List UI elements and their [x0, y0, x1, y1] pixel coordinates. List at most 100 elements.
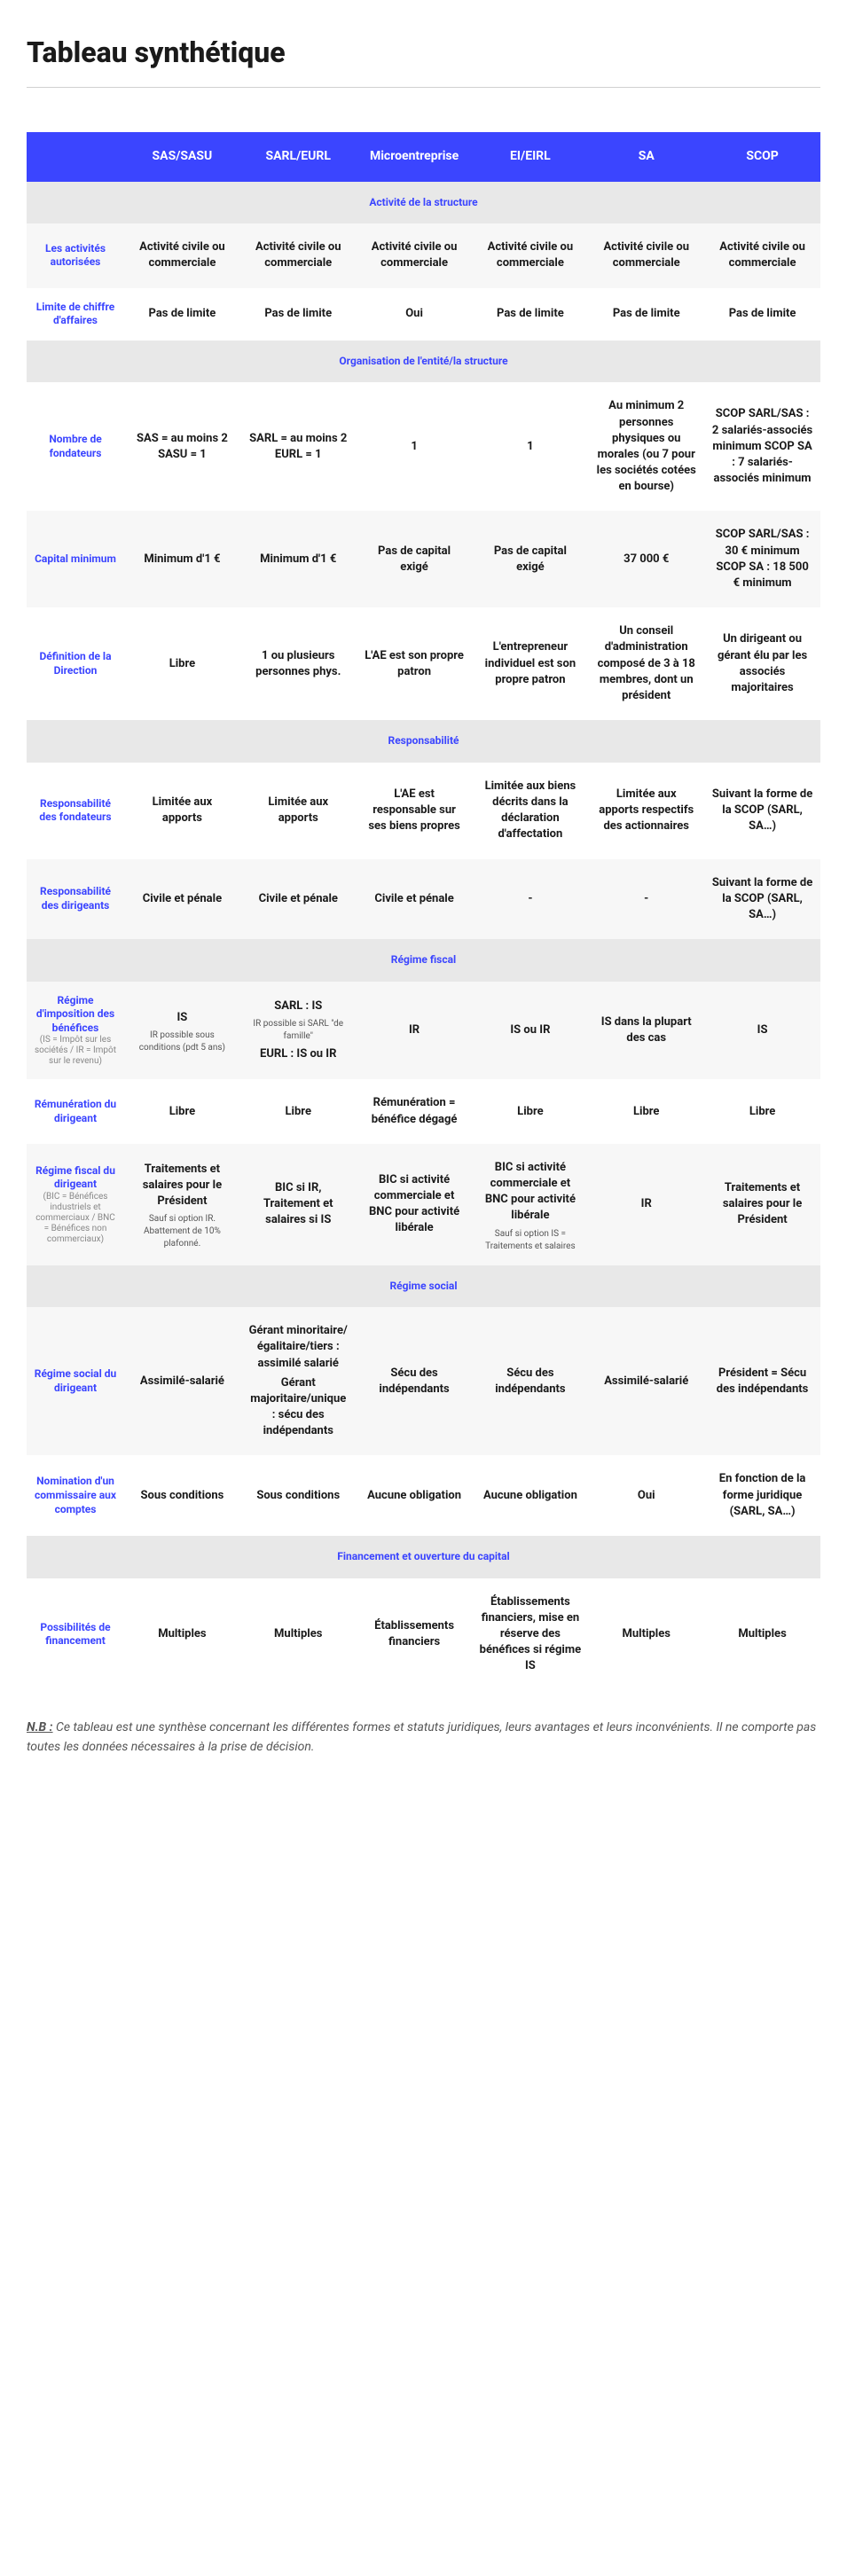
cell-main: Pas de limite [131, 306, 233, 322]
cell: Pas de capital exigé [472, 511, 588, 607]
header-col: SCOP [704, 132, 820, 182]
cell-main: 1 ou plusieurs personnes phys. [247, 648, 349, 680]
cell: L'entrepreneur individuel est son propre… [472, 607, 588, 720]
table-row: Responsabilité des fondateursLimitée aux… [27, 763, 820, 859]
cell: Pas de limite [124, 288, 240, 341]
cell: Un dirigeant ou gérant élu par les assoc… [704, 607, 820, 720]
row-label: Les activités autorisées [27, 223, 124, 287]
cell: Rémunération = bénéfice dégagé [357, 1079, 473, 1143]
cell-main: Multiples [247, 1626, 349, 1642]
cell: Limitée aux biens décrits dans la déclar… [472, 763, 588, 859]
cell-sub: Sauf si option IS = Traitements et salai… [479, 1228, 581, 1253]
cell-main: Activité civile ou commerciale [711, 239, 813, 271]
cell: Aucune obligation [357, 1455, 473, 1536]
cell-main: L'entrepreneur individuel est son propre… [479, 639, 581, 688]
cell-main: Multiples [711, 1626, 813, 1642]
header-col: Microentreprise [357, 132, 473, 182]
cell-main: Libre [131, 656, 233, 672]
cell: SCOP SARL/SAS : 2 salariés-associés mini… [704, 382, 820, 511]
table-row: Définition de la DirectionLibre1 ou plus… [27, 607, 820, 720]
cell: Pas de limite [704, 288, 820, 341]
cell-main: Limitée aux apports [247, 795, 349, 826]
cell: Limitée aux apports [124, 763, 240, 859]
cell-main: Pas de limite [595, 306, 697, 322]
cell: Établissements financiers [357, 1578, 473, 1691]
cell: Oui [357, 288, 473, 341]
cell: Multiples [124, 1578, 240, 1691]
cell: BIC si activité commerciale et BNC pour … [472, 1144, 588, 1265]
cell: Au minimum 2 personnes physiques ou mora… [588, 382, 704, 511]
table-row: Possibilités de financementMultiplesMult… [27, 1578, 820, 1691]
divider [27, 87, 820, 88]
cell-main: Un conseil d'administration composé de 3… [595, 623, 697, 704]
cell-main: Civile et pénale [247, 891, 349, 907]
cell-main: SARL : IS [247, 998, 349, 1014]
cell: Suivant la forme de la SCOP (SARL, SA…) [704, 859, 820, 940]
table-body: Activité de la structureLes activités au… [27, 182, 820, 1691]
cell-main: L'AE est son propre patron [364, 648, 466, 680]
cell-main: Activité civile ou commerciale [131, 239, 233, 271]
cell-main: En fonction de la forme juridique (SARL,… [711, 1471, 813, 1520]
cell: Minimum d'1 € [240, 511, 357, 607]
cell: Libre [472, 1079, 588, 1143]
cell: Activité civile ou commerciale [124, 223, 240, 287]
cell-sub: IR possible si SARL "de famille" [247, 1018, 349, 1043]
cell: Activité civile ou commerciale [472, 223, 588, 287]
table-row: Les activités autoriséesActivité civile … [27, 223, 820, 287]
cell-main: BIC si activité commerciale et BNC pour … [479, 1160, 581, 1225]
header-empty [27, 132, 124, 182]
cell: Sous conditions [240, 1455, 357, 1536]
cell-main: Suivant la forme de la SCOP (SARL, SA…) [711, 787, 813, 835]
table-header: SAS/SASUSARL/EURLMicroentrepriseEI/EIRLS… [27, 132, 820, 182]
cell-main: IS [711, 1022, 813, 1038]
row-label: Nombre de fondateurs [27, 382, 124, 511]
cell: BIC si IR, Traitement et salaires si IS [240, 1144, 357, 1265]
cell: Gérant minoritaire/égalitaire/tiers : as… [240, 1307, 357, 1455]
cell: Libre [124, 1079, 240, 1143]
cell: Assimilé-salarié [124, 1307, 240, 1455]
cell: IS ou IR [472, 982, 588, 1080]
cell-sub: Sauf si option IR. Abattement de 10% pla… [131, 1213, 233, 1250]
section-title: Régime fiscal [27, 939, 820, 982]
cell-main: Oui [364, 306, 466, 322]
cell: - [472, 859, 588, 940]
cell: Limitée aux apports respectifs des actio… [588, 763, 704, 859]
cell-main: Un dirigeant ou gérant élu par les assoc… [711, 631, 813, 696]
cell: BIC si activité commerciale et BNC pour … [357, 1144, 473, 1265]
cell-main: Assimilé-salarié [131, 1374, 233, 1390]
cell: 1 ou plusieurs personnes phys. [240, 607, 357, 720]
cell: Activité civile ou commerciale [240, 223, 357, 287]
row-label-sub: (IS = Impôt sur les sociétés / IR = Impô… [34, 1035, 117, 1067]
cell: Pas de limite [472, 288, 588, 341]
cell: Multiples [240, 1578, 357, 1691]
cell: Assimilé-salarié [588, 1307, 704, 1455]
cell: Limitée aux apports [240, 763, 357, 859]
cell: SARL = au moins 2 EURL = 1 [240, 382, 357, 511]
cell: Libre [588, 1079, 704, 1143]
cell: En fonction de la forme juridique (SARL,… [704, 1455, 820, 1536]
cell: 1 [357, 382, 473, 511]
cell-main: Minimum d'1 € [247, 552, 349, 568]
header-col: SA [588, 132, 704, 182]
cell-main: Établissements financiers [364, 1618, 466, 1650]
cell-main: Pas de capital exigé [364, 544, 466, 575]
cell: Libre [704, 1079, 820, 1143]
cell: Multiples [704, 1578, 820, 1691]
cell-main: Activité civile ou commerciale [364, 239, 466, 271]
cell-main: Pas de capital exigé [479, 544, 581, 575]
cell-main: 1 [479, 439, 581, 455]
cell-main: Libre [131, 1104, 233, 1120]
cell-main: Sécu des indépendants [479, 1366, 581, 1398]
cell: Libre [240, 1079, 357, 1143]
page-title: Tableau synthétique [27, 35, 820, 69]
cell-main: Libre [595, 1104, 697, 1120]
section-title: Régime social [27, 1265, 820, 1308]
row-label: Régime social du dirigeant [27, 1307, 124, 1455]
cell-main: Aucune obligation [364, 1488, 466, 1504]
cell: Un conseil d'administration composé de 3… [588, 607, 704, 720]
cell-main: IR [364, 1022, 466, 1038]
cell-main: Suivant la forme de la SCOP (SARL, SA…) [711, 875, 813, 924]
row-label-sub: (BIC = Bénéfices industriels et commerci… [34, 1192, 117, 1245]
cell-main: Pas de limite [479, 306, 581, 322]
cell: L'AE est son propre patron [357, 607, 473, 720]
